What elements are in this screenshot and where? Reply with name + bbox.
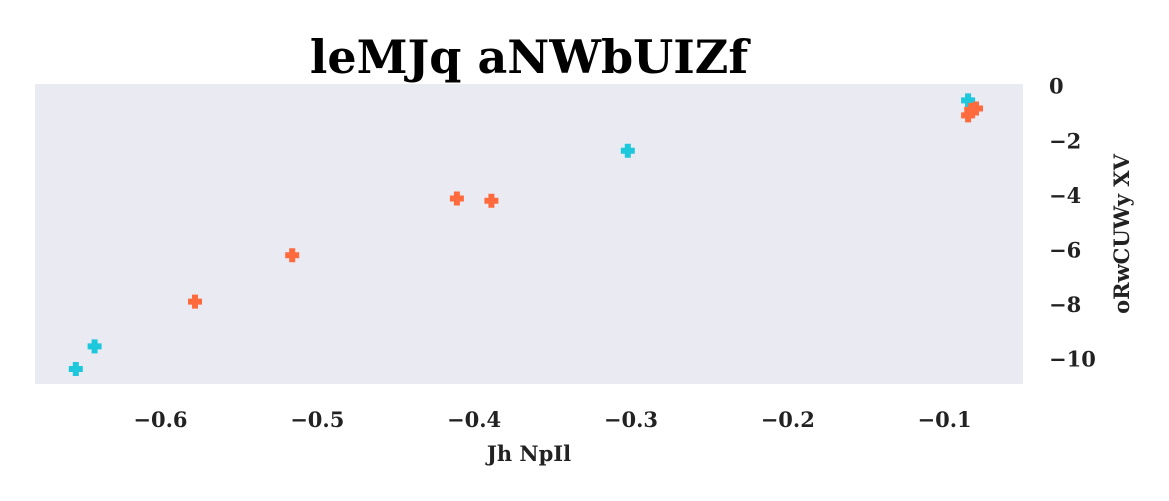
- y-tick-label: −4: [1049, 183, 1081, 208]
- x-tick-label: −0.4: [447, 407, 501, 432]
- data-point-series-2: [961, 108, 976, 123]
- y-tick-label: −8: [1049, 292, 1081, 317]
- plot-area: [35, 84, 1023, 384]
- data-point-series-1: [620, 143, 635, 158]
- data-point-series-1: [87, 339, 102, 354]
- x-tick-label: −0.1: [918, 407, 972, 432]
- y-axis-ticks: 0 −2 −4 −6 −8 −10: [1049, 74, 1096, 372]
- data-point-series-2: [969, 101, 983, 116]
- data-point-series-2: [449, 191, 464, 206]
- data-point-series-2: [188, 294, 202, 309]
- data-points: [68, 93, 983, 376]
- data-point-series-2: [484, 193, 499, 208]
- data-point-series-2: [285, 248, 300, 263]
- x-axis-ticks: −0.6 −0.5 −0.4 −0.3 −0.2 −0.1: [133, 407, 971, 432]
- x-tick-label: −0.3: [604, 407, 658, 432]
- y-tick-label: −6: [1049, 237, 1081, 262]
- y-tick-label: −2: [1049, 128, 1081, 153]
- y-tick-label: −10: [1049, 346, 1096, 371]
- data-point-series-1: [961, 93, 976, 108]
- data-point-series-1: [68, 362, 83, 376]
- x-tick-label: −0.5: [290, 407, 344, 432]
- x-axis-label: Jh NpIl: [485, 441, 571, 466]
- x-tick-label: −0.2: [761, 407, 815, 432]
- chart-title: leMJq aNWbUIZf: [310, 30, 751, 84]
- y-tick-label: 0: [1049, 74, 1064, 99]
- y-axis-label: oRwCUWy XV: [1109, 153, 1134, 313]
- x-tick-label: −0.6: [133, 407, 187, 432]
